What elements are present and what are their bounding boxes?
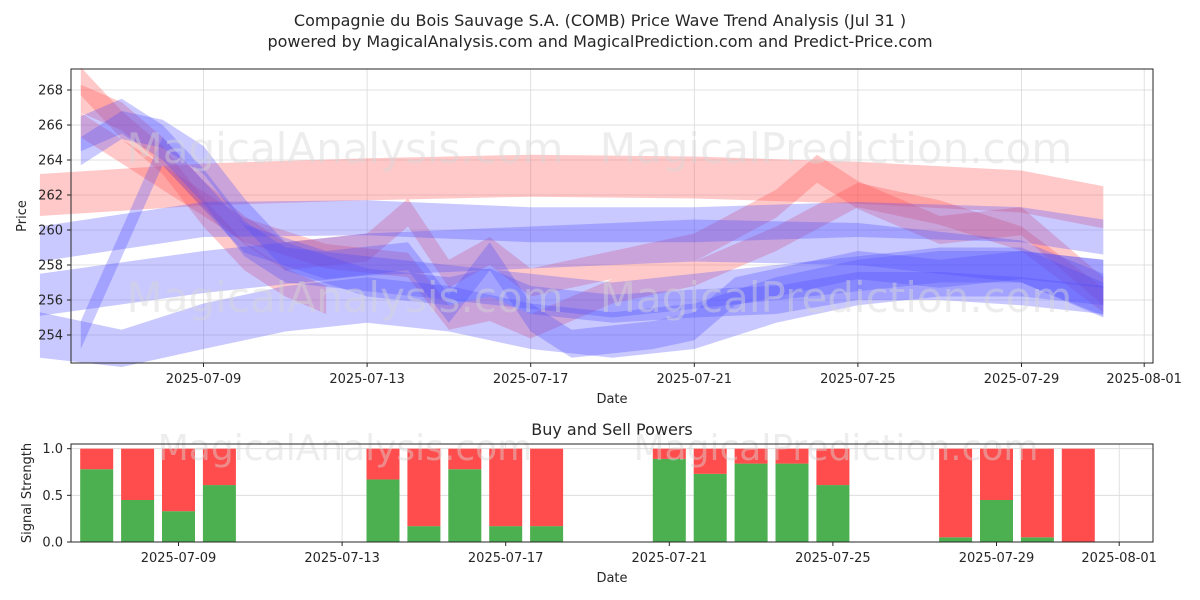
chart-subtitle: powered by MagicalAnalysis.com and Magic… [267, 32, 932, 51]
signal-x-tick-label: 2025-07-29 [959, 551, 1035, 566]
buy-bar [693, 473, 727, 542]
chart-title: Compagnie du Bois Sauvage S.A. (COMB) Pr… [294, 11, 906, 30]
watermark-analysis-mid: MagicalAnalysis.com [127, 273, 564, 322]
price-grid [71, 69, 1153, 363]
buy-bar [202, 485, 236, 542]
price-band-red-1 [80, 67, 327, 314]
sell-bar [1020, 448, 1054, 538]
watermark-prediction-bottom: MagicalPrediction.com [634, 428, 1039, 469]
watermark-analysis-bottom: MagicalAnalysis.com [158, 428, 532, 469]
signal-y-axis-label: Signal Strength [20, 443, 35, 543]
price-x-tick-label: 2025-07-17 [493, 372, 569, 387]
signal-x-tick-label: 2025-08-01 [1081, 551, 1157, 566]
buy-bar [652, 458, 686, 542]
buy-bar [121, 500, 155, 542]
price-band-blue-4 [39, 200, 1104, 262]
signal-x-tick-label: 2025-07-17 [468, 551, 544, 566]
price-y-axis-label: Price [15, 200, 30, 232]
signal-y-ticks: 0.0 0.5 1.0 [42, 442, 71, 551]
sell-bar [407, 448, 441, 527]
sell-bar [693, 448, 727, 474]
sell-bar [816, 448, 850, 486]
price-y-tick-label: 266 [38, 119, 63, 134]
signal-y-tick-label: 0.5 [42, 489, 63, 504]
signal-x-ticks: 2025-07-09 2025-07-13 2025-07-17 2025-07-21… [141, 542, 1157, 566]
buy-bar [80, 469, 114, 542]
price-y-tick-label: 264 [38, 154, 63, 169]
price-band-blue-9 [80, 137, 1104, 358]
price-band-red-3 [80, 112, 1104, 339]
price-x-tick-label: 2025-07-29 [984, 372, 1060, 387]
sell-bar [775, 448, 809, 464]
sell-bar [489, 448, 523, 527]
buy-bar [734, 463, 768, 542]
price-x-tick-label: 2025-07-25 [820, 372, 896, 387]
buy-bar [448, 469, 482, 542]
sell-bar [652, 448, 686, 459]
buy-bar [775, 463, 809, 542]
signal-x-tick-label: 2025-07-13 [304, 551, 380, 566]
sell-bar [530, 448, 564, 527]
watermark-prediction-mid: MagicalPrediction.com [600, 273, 1073, 322]
price-x-tick-label: 2025-08-01 [1106, 372, 1182, 387]
signal-x-tick-label: 2025-07-09 [141, 551, 217, 566]
price-x-tick-label: 2025-07-13 [329, 372, 405, 387]
price-y-tick-label: 258 [38, 259, 63, 274]
price-y-tick-label: 254 [38, 329, 63, 344]
price-x-ticks: 2025-07-09 2025-07-13 2025-07-17 2025-07-21… [166, 363, 1182, 387]
price-band-blue-6 [39, 251, 1104, 367]
signal-x-axis-label: Date [596, 571, 627, 586]
sell-bar [734, 448, 768, 464]
price-x-axis-label: Date [596, 392, 627, 407]
price-wave-chart: MagicalAnalysis.com MagicalPrediction.co… [15, 67, 1182, 407]
sell-bar [1061, 448, 1095, 542]
buy-bar [816, 485, 850, 542]
buy-bar [980, 500, 1013, 542]
sell-bar [121, 448, 155, 500]
price-y-tick-label: 260 [38, 224, 63, 239]
price-band-blue-7 [80, 98, 1104, 318]
price-bands [39, 67, 1104, 367]
price-plot-frame [70, 68, 1154, 364]
buy-bar [1020, 537, 1054, 542]
price-y-tick-label: 262 [38, 189, 63, 204]
price-x-tick-label: 2025-07-21 [657, 372, 733, 387]
price-y-ticks: 254 256 258 260 262 264 266 268 [38, 84, 71, 344]
price-band-blue-5 [39, 219, 1104, 316]
watermark-analysis-top: MagicalAnalysis.com [127, 124, 564, 173]
sell-bar [366, 448, 400, 480]
sell-bar [162, 448, 195, 512]
price-y-tick-label: 256 [38, 294, 63, 309]
price-y-tick-label: 268 [38, 84, 63, 99]
price-band-red-0 [39, 154, 1104, 229]
sell-bar [448, 448, 482, 470]
signal-chart-title: Buy and Sell Powers [531, 420, 693, 439]
buy-bar [489, 526, 523, 542]
signal-x-tick-label: 2025-07-21 [632, 551, 708, 566]
sell-bar [939, 448, 973, 538]
signal-bars [80, 448, 1095, 542]
watermark-prediction-top: MagicalPrediction.com [600, 124, 1073, 173]
buy-bar [366, 479, 400, 542]
signal-y-tick-label: 0.0 [42, 536, 63, 551]
buy-sell-chart: Buy and Sell Powers MagicalAnalysis.com … [20, 420, 1157, 586]
signal-y-tick-label: 1.0 [42, 442, 63, 457]
signal-plot-frame [70, 443, 1154, 543]
price-band-red-2 [80, 84, 1104, 306]
buy-bar [162, 511, 195, 542]
buy-bar [407, 526, 441, 542]
buy-bar [939, 537, 973, 542]
sell-bar [80, 448, 114, 470]
price-band-blue-8 [80, 111, 1104, 323]
sell-bar [980, 448, 1013, 500]
signal-x-tick-label: 2025-07-25 [795, 551, 871, 566]
sell-bar [202, 448, 236, 486]
price-x-tick-label: 2025-07-09 [166, 372, 242, 387]
buy-bar [530, 526, 564, 542]
